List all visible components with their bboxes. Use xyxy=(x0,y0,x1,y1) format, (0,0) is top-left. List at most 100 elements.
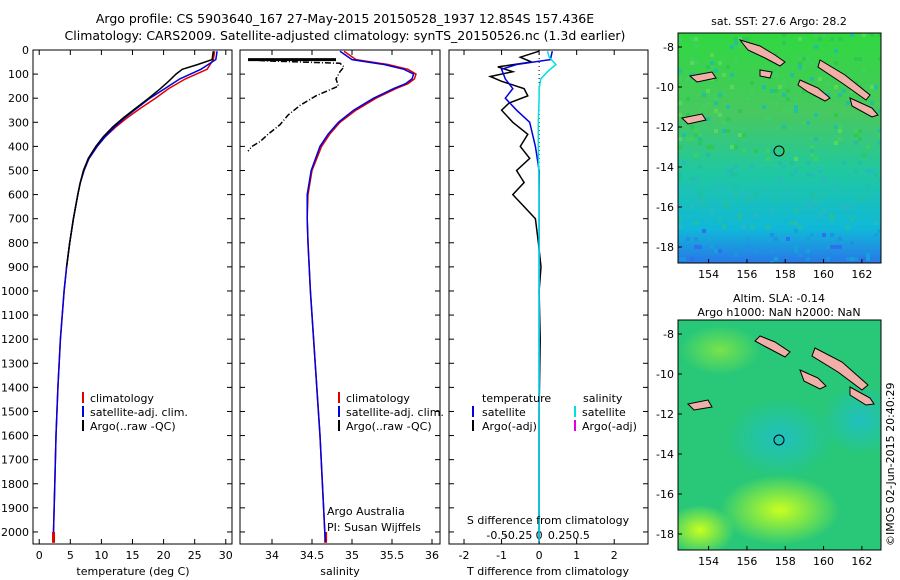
sst-pixel xyxy=(774,237,778,241)
y-tick-label: 1200 xyxy=(1,333,29,346)
sst-pixel xyxy=(806,257,810,261)
island-group xyxy=(688,71,717,83)
sst-pixel xyxy=(722,201,726,205)
y-tick-label: 1900 xyxy=(1,502,29,515)
x-tick-label: 34.5 xyxy=(300,549,325,562)
sst-pixel xyxy=(750,81,754,85)
sst-pixel xyxy=(678,189,682,193)
x-tick-label: 35.5 xyxy=(380,549,405,562)
sst-pixel xyxy=(714,129,718,133)
sst-pixel xyxy=(734,41,738,45)
sst-pixel xyxy=(754,249,758,253)
sst-pixel xyxy=(746,197,750,201)
sst-pixel xyxy=(818,77,822,81)
sst-pixel xyxy=(782,33,786,37)
sst-pixel xyxy=(734,193,738,197)
sst-pixel xyxy=(678,77,682,81)
map-x-tick-label: 162 xyxy=(851,555,872,568)
island-group xyxy=(797,79,831,102)
sst-pixel xyxy=(878,57,881,61)
sst-pixel xyxy=(774,101,778,105)
sst-pixel xyxy=(794,169,798,173)
sst-pixel xyxy=(830,213,834,217)
sst-pixel xyxy=(834,141,838,145)
x-tick-label: 2 xyxy=(611,549,618,562)
island-group xyxy=(680,113,707,125)
legend-title-temperature: temperature xyxy=(482,392,551,405)
legend-label-t-satellite: satellite xyxy=(482,406,526,419)
map-x-tick-label: 156 xyxy=(736,555,757,568)
sst-pixel xyxy=(810,153,814,157)
series-argo-raw-qc- xyxy=(65,51,215,267)
sst-pixel xyxy=(714,101,718,105)
sst-pixel xyxy=(774,73,778,77)
sla-map-title: Altim. SLA: -0.14 xyxy=(733,292,825,305)
sst-pixel xyxy=(754,213,758,217)
sst-pixel xyxy=(766,157,770,161)
sst-pixel xyxy=(702,105,706,109)
sst-pixel xyxy=(874,85,878,89)
x-tick-label: 1 xyxy=(573,549,580,562)
sst-pixel xyxy=(874,221,878,225)
sst-pixel xyxy=(846,225,850,229)
sst-pixel xyxy=(690,113,694,117)
sst-pixel xyxy=(678,113,682,117)
x-tick-label: 0 xyxy=(36,549,43,562)
x-tick-label: 35 xyxy=(345,549,359,562)
sst-pixel xyxy=(690,61,694,65)
sst-pixel xyxy=(838,237,842,241)
sst-pixel xyxy=(878,133,881,137)
sst-pixel xyxy=(722,185,726,189)
sst-pixel xyxy=(690,177,694,181)
sst-pixel xyxy=(678,217,682,221)
sst-pixel xyxy=(822,193,826,197)
sst-pixel xyxy=(822,233,826,237)
sst-pixel xyxy=(862,193,866,197)
s-diff-tick-label: -0.25 xyxy=(504,529,532,542)
sst-pixel xyxy=(738,45,742,49)
sst-pixel xyxy=(734,185,738,189)
sst-pixel xyxy=(714,109,718,113)
sst-pixel xyxy=(734,57,738,61)
sst-pixel xyxy=(722,129,726,133)
sla-high-blob xyxy=(720,475,840,545)
sst-pixel xyxy=(690,37,694,41)
sst-pixel xyxy=(854,81,858,85)
s-diff-tick-label: -0.5 xyxy=(486,529,507,542)
sst-pixel xyxy=(778,85,782,89)
y-tick-label: 500 xyxy=(8,164,29,177)
series-argo-raw-qc- xyxy=(247,58,346,152)
legend-label-s-satellite: satellite xyxy=(582,406,626,419)
map-x-tick-label: 158 xyxy=(775,268,796,281)
sst-pixel xyxy=(786,97,790,101)
sst-pixel xyxy=(722,121,726,125)
sst-pixel xyxy=(770,149,774,153)
sst-pixel xyxy=(678,69,682,73)
sst-pixel xyxy=(794,209,798,213)
sst-pixel xyxy=(838,137,842,141)
temperature-xlabel: temperature (deg C) xyxy=(76,565,189,578)
sst-pixel xyxy=(802,121,806,125)
sst-pixel xyxy=(766,117,770,121)
sst-pixel xyxy=(730,85,734,89)
map-x-tick-label: 160 xyxy=(813,268,834,281)
sst-pixel xyxy=(826,81,830,85)
sst-pixel xyxy=(718,93,722,97)
sst-pixel xyxy=(782,165,786,169)
sst-pixel xyxy=(798,57,802,61)
map-y-tick-label: -18 xyxy=(656,241,674,254)
sst-pixel xyxy=(770,209,774,213)
y-tick-label: 0 xyxy=(22,44,29,57)
sst-pixel xyxy=(862,33,866,37)
sla-landmasses xyxy=(686,335,875,411)
sst-pixel xyxy=(846,257,850,261)
sst-pixel xyxy=(794,249,798,253)
sst-pixel xyxy=(678,173,682,177)
sst-pixel xyxy=(678,145,682,149)
sst-pixel xyxy=(798,253,802,257)
map-x-tick-label: 158 xyxy=(775,555,796,568)
y-tick-label: 2000 xyxy=(1,526,29,539)
sst-pixel xyxy=(810,201,814,205)
sst-pixel xyxy=(794,221,798,225)
sst-pixel xyxy=(678,257,682,261)
